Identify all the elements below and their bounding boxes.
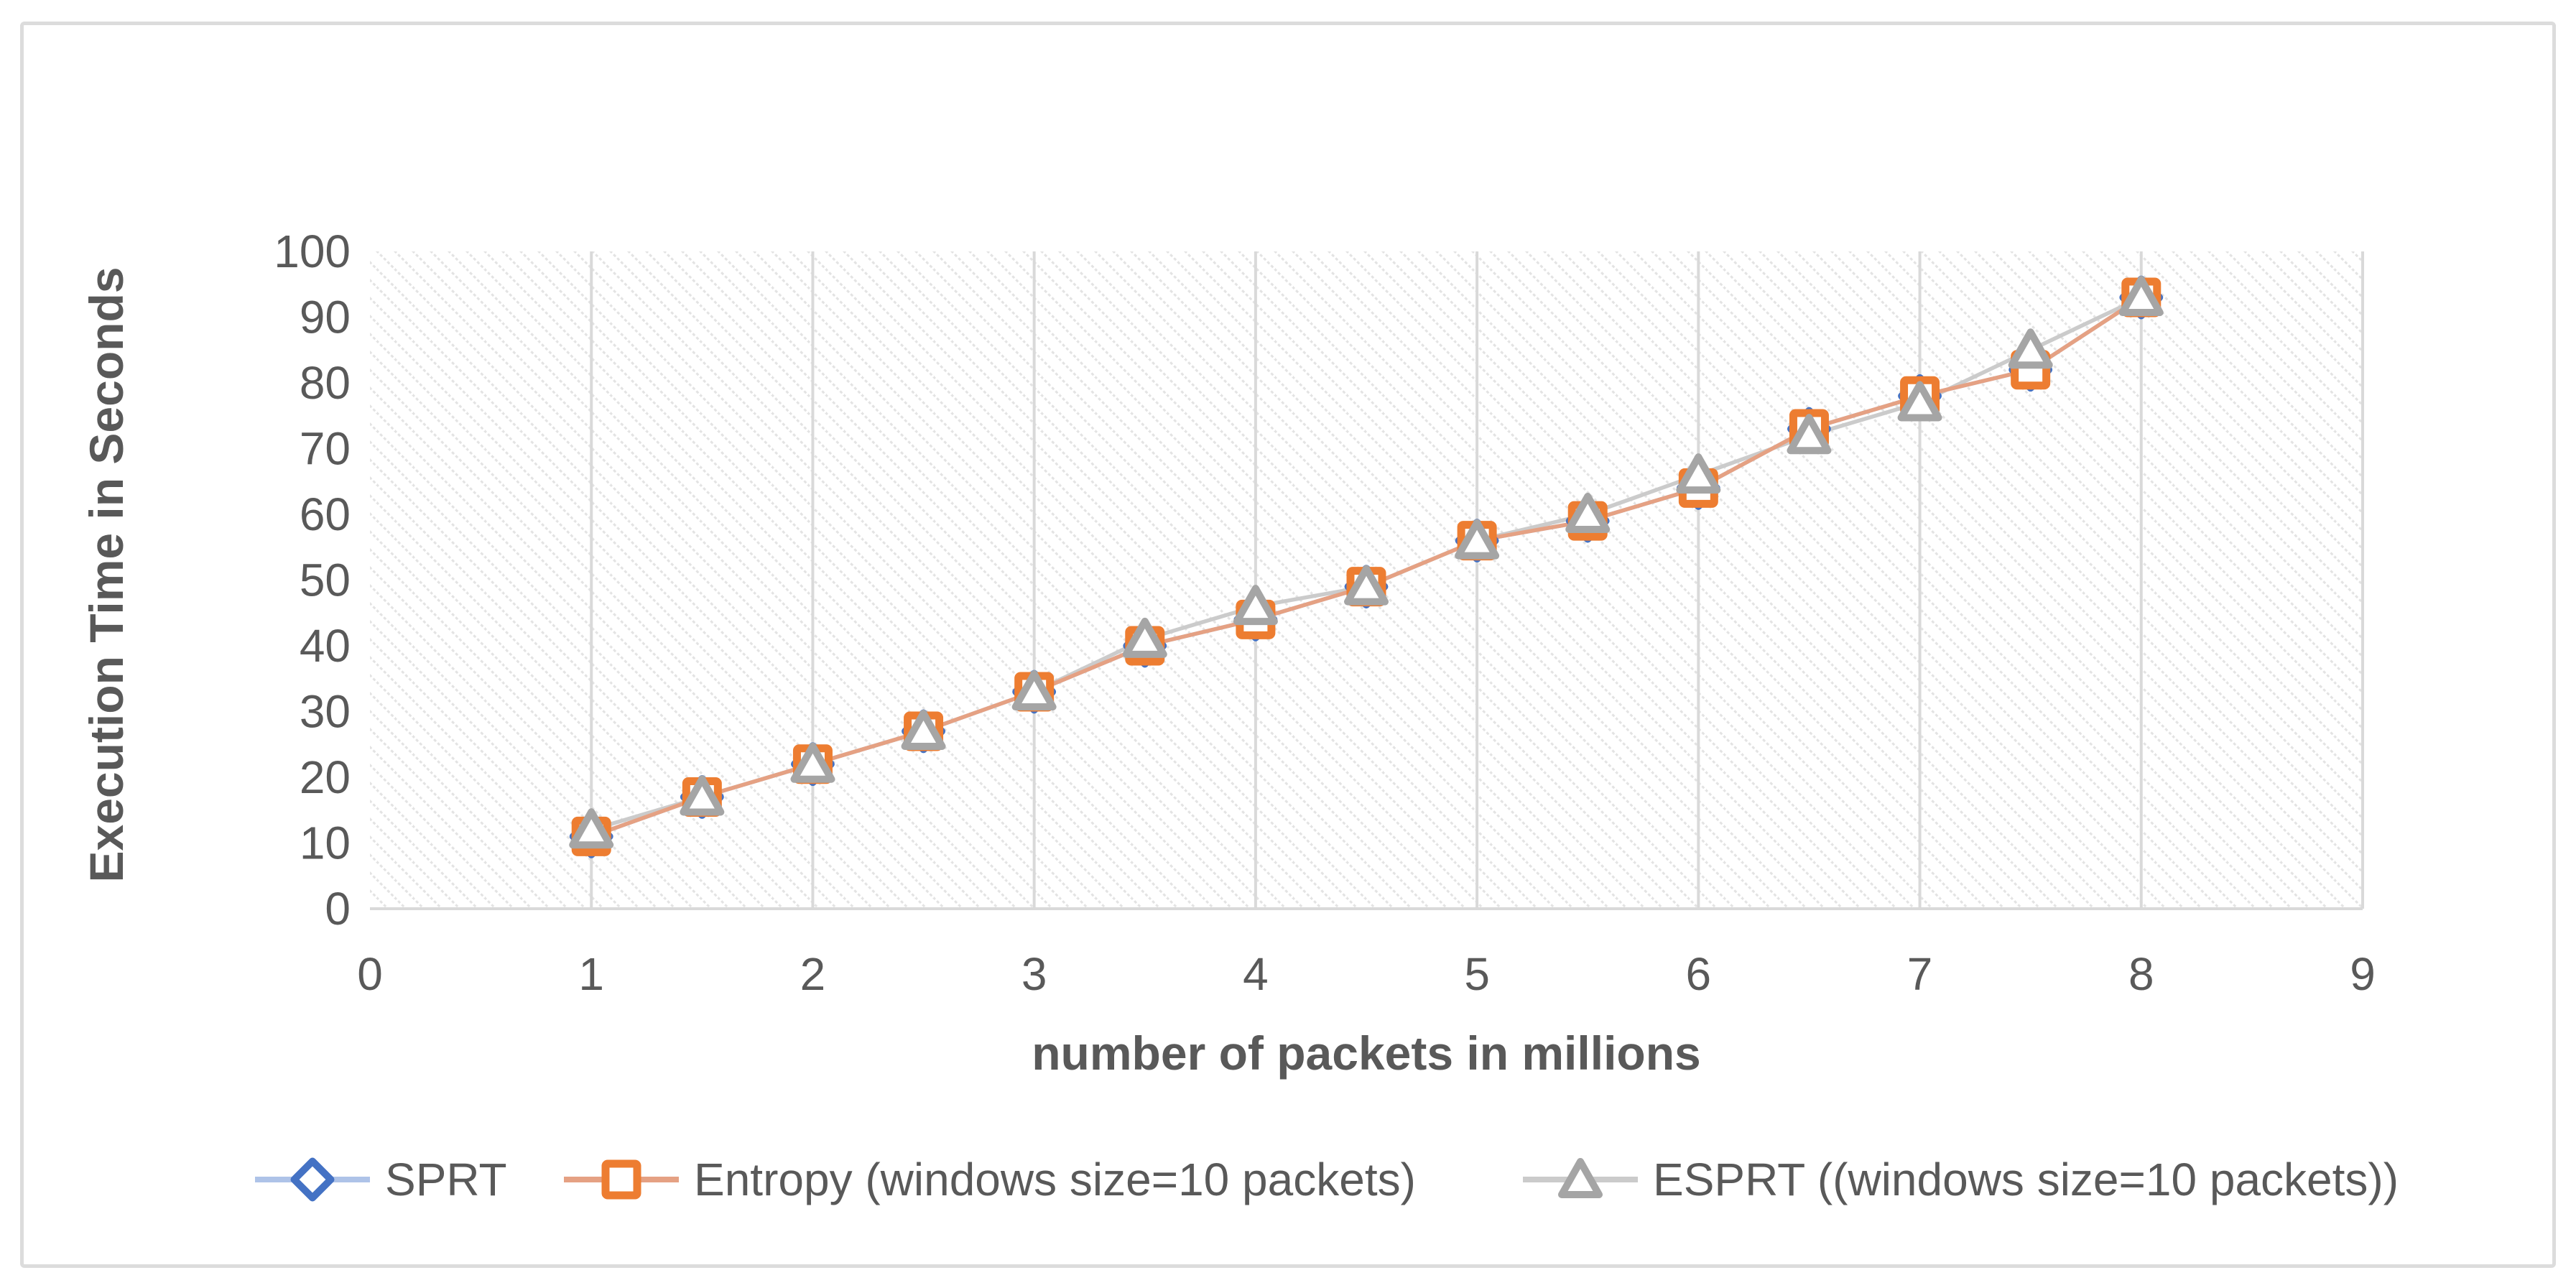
data-point-marker-triangle <box>2118 276 2164 317</box>
data-point-marker-triangle <box>1122 617 1167 658</box>
y-tick-label: 10 <box>300 817 351 869</box>
legend-item-esprt: ESPRT ((windows size=10 packets)) <box>1519 1152 2399 1208</box>
x-tick-label: 8 <box>2128 948 2154 1000</box>
triangle-marker-icon <box>1523 1158 1638 1198</box>
y-axis-title: Execution Time in Seconds <box>80 267 133 883</box>
data-point-marker-triangle <box>1455 519 1500 560</box>
y-tick-label: 30 <box>300 686 351 738</box>
square-marker-icon <box>564 1159 679 1200</box>
data-point-marker-triangle <box>1565 493 1611 533</box>
y-tick-label: 20 <box>300 751 351 803</box>
data-point-marker-triangle <box>1787 414 1832 455</box>
data-point-marker-triangle <box>1344 565 1389 606</box>
data-point-marker-square <box>601 1159 641 1200</box>
x-tick-label: 5 <box>1464 948 1490 1000</box>
legend-item-entropy: Entropy (windows size=10 packets) <box>560 1152 1416 1208</box>
diamond-marker-icon <box>255 1157 370 1202</box>
x-tick-label: 9 <box>2350 948 2376 1000</box>
data-point-marker-triangle <box>680 775 725 816</box>
y-tick-label: 50 <box>300 555 351 606</box>
x-tick-label: 1 <box>578 948 604 1000</box>
data-point-marker-triangle <box>1011 670 1057 711</box>
data-point-marker-triangle <box>569 808 614 849</box>
legend-label: Entropy (windows size=10 packets) <box>694 1154 1416 1205</box>
x-axis-title: number of packets in millions <box>1032 1027 1701 1080</box>
data-point-marker-triangle <box>790 742 835 783</box>
data-point-marker-triangle <box>1558 1158 1603 1198</box>
y-tick-label: 40 <box>300 620 351 672</box>
legend: SPRT Entropy (windows size=10 packets) E… <box>0 1152 2576 1208</box>
data-point-marker-triangle <box>2008 328 2053 369</box>
data-point-marker-triangle <box>1233 585 1278 626</box>
data-point-marker-triangle <box>901 709 946 750</box>
y-tick-label: 0 <box>325 883 351 935</box>
y-tick-label: 60 <box>300 488 351 540</box>
legend-item-sprt: SPRT <box>251 1152 507 1208</box>
y-tick-label: 90 <box>300 292 351 343</box>
data-point-marker-triangle <box>1897 381 1942 422</box>
data-point-marker-diamond <box>290 1157 335 1202</box>
x-tick-label: 2 <box>800 948 826 1000</box>
data-point-marker-triangle <box>1676 453 1721 494</box>
x-tick-label: 6 <box>1686 948 1712 1000</box>
x-tick-label: 7 <box>1907 948 1933 1000</box>
y-tick-label: 80 <box>300 357 351 409</box>
x-tick-label: 3 <box>1021 948 1047 1000</box>
x-tick-label: 0 <box>357 948 383 1000</box>
legend-label: ESPRT ((windows size=10 packets)) <box>1653 1154 2399 1205</box>
legend-label: SPRT <box>385 1154 507 1205</box>
x-tick-label: 4 <box>1243 948 1269 1000</box>
y-tick-label: 70 <box>300 423 351 475</box>
y-tick-label: 100 <box>274 226 351 277</box>
